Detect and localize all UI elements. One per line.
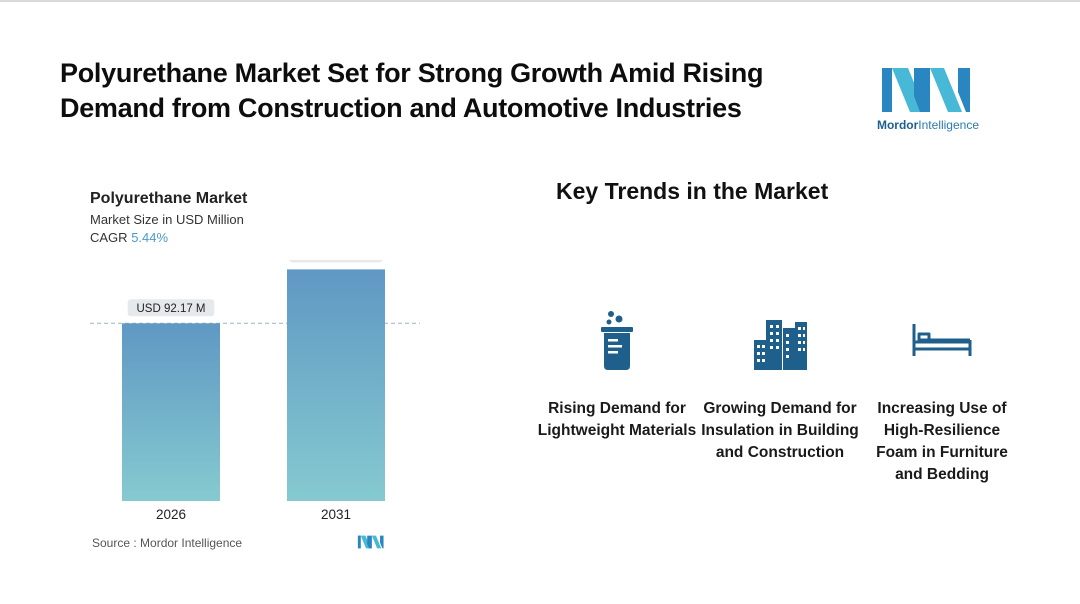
category-label-2026: 2026 [156,507,186,522]
logo-mark-icon [882,68,970,112]
chart-title: Polyurethane Market [90,190,248,207]
bar-2031 [287,269,385,501]
buildings-icon [754,320,807,370]
chart-subtitle: Market Size in USD Million [90,212,244,227]
source-logo-icon [357,535,384,549]
cagr-label: CAGR [90,230,128,245]
data-label-bg-2031 [289,260,383,263]
data-label-2026: USD 92.17 M [136,303,205,315]
data-label-2031: USD 120.12 M [298,260,373,261]
category-label-2031: 2031 [321,507,351,522]
logo-text: MordorIntelligence [876,118,980,132]
beaker-icon [601,311,633,370]
mordor-intelligence-logo: MordorIntelligence [868,66,988,136]
cagr-line: CAGR 5.44% [90,230,168,245]
trend-item-insulation: Growing Demand for Insulation in Buildin… [700,310,860,464]
bar-chart: USD 92.17 M 2026 USD 120.12 M 2031 [90,260,420,522]
trend-label: Rising Demand for Lightweight Materials [537,400,697,439]
logo-text-light: Intelligence [918,118,980,132]
trend-label: Increasing Use of High-Resilience Foam i… [876,400,1008,483]
bed-icon [912,324,972,356]
page-title: Polyurethane Market Set for Strong Growt… [60,58,764,123]
bar-2026 [122,323,220,501]
chart-source: Source : Mordor Intelligence [92,536,243,550]
trend-item-lightweight-materials: Rising Demand for Lightweight Materials [537,310,697,442]
key-trends-title: Key Trends in the Market [556,178,829,204]
trend-label: Growing Demand for Insulation in Buildin… [701,400,859,461]
data-label-bg-2026 [127,299,215,317]
cagr-value: 5.44% [131,230,169,245]
trend-item-high-resilience-foam: Increasing Use of High-Resilience Foam i… [862,310,1022,486]
top-divider [0,0,1080,2]
